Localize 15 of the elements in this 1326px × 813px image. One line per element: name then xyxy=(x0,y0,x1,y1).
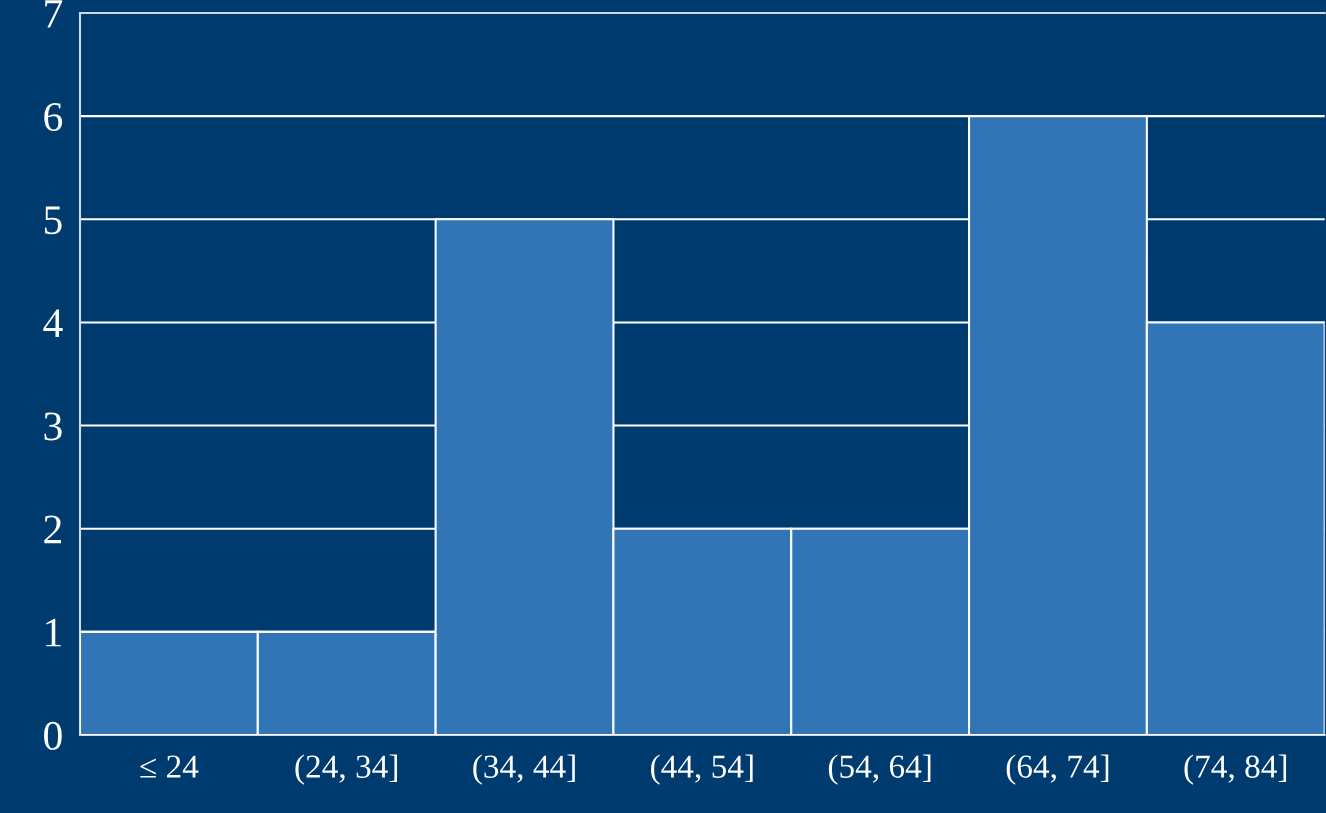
y-tick-label: 0 xyxy=(44,721,62,750)
y-tick-label: 3 xyxy=(44,412,62,441)
x-tick-label: (74, 84] xyxy=(1184,754,1287,785)
x-tick-label: (34, 44] xyxy=(473,754,575,785)
y-tick-label: 2 xyxy=(44,515,62,544)
y-tick-label: 6 xyxy=(44,103,63,132)
x-tick-label: (64, 74] xyxy=(1006,754,1109,785)
y-tick-label: 5 xyxy=(44,206,62,235)
y-tick-label: 4 xyxy=(43,309,63,337)
x-tick-label: (24, 34] xyxy=(295,754,398,785)
x-tick-label: ≤ 24 xyxy=(140,755,199,778)
y-tick-label: 7 xyxy=(45,0,63,28)
y-tick-label: 1 xyxy=(46,618,61,647)
x-tick-label: (44, 54] xyxy=(651,754,753,785)
x-tick-label: (54, 64] xyxy=(828,754,931,785)
